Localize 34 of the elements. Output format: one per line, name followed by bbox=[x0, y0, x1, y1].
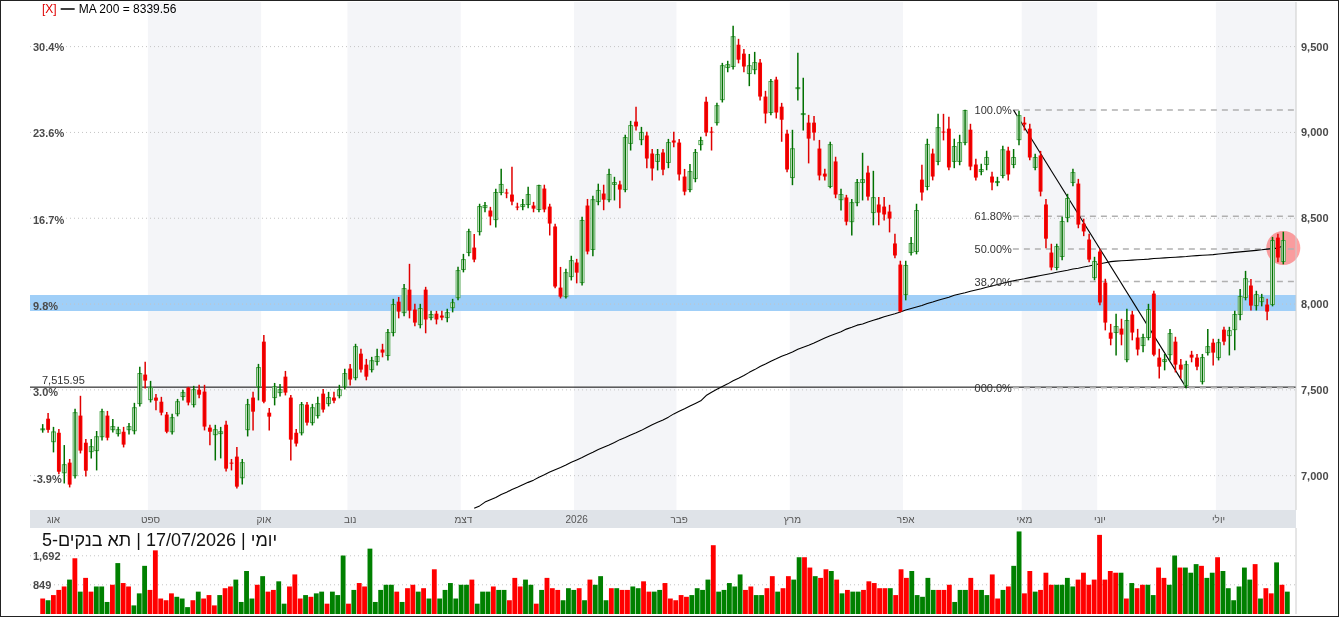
x-tick-label: דצמ bbox=[454, 514, 473, 525]
y2-tick-label: 9.8% bbox=[33, 300, 59, 313]
y-tick-label: 9,500 bbox=[1301, 40, 1329, 53]
annotation: 38.20% bbox=[974, 275, 1013, 288]
annotation: [X] bbox=[42, 2, 57, 16]
x-tick-label: יולי bbox=[1212, 514, 1226, 525]
y2-tick-label: -3.9% bbox=[33, 472, 62, 485]
y2-tick-label: 16.7% bbox=[33, 213, 65, 226]
annotation: 50.00% bbox=[974, 242, 1013, 255]
y-tick-label: 1,692 bbox=[33, 549, 61, 562]
y-tick-label: 7,000 bbox=[1301, 469, 1329, 482]
x-tick-label: מרץ bbox=[783, 514, 802, 525]
x-tick-label: אפר bbox=[896, 514, 916, 525]
y-tick-label: 8,000 bbox=[1301, 298, 1329, 311]
y2-tick-label: 23.6% bbox=[33, 126, 65, 139]
x-tick-label: אוק bbox=[256, 514, 272, 525]
y2-tick-label: 3.0% bbox=[33, 385, 59, 398]
annotation: 61.80% bbox=[974, 210, 1013, 223]
x-tick-label: מאי bbox=[1016, 514, 1033, 525]
x-tick-label: פבר bbox=[670, 514, 688, 525]
x-tick-label: ספט bbox=[141, 514, 161, 525]
y2-tick-label: 30.4% bbox=[33, 41, 65, 54]
y-tick-label: 9,000 bbox=[1301, 126, 1329, 139]
y-tick-label: 8,500 bbox=[1301, 212, 1329, 225]
annotation: 100.0% bbox=[974, 104, 1013, 117]
text: יומי | 17/07/2026 | תא בנקים-5 bbox=[42, 530, 278, 550]
x-tick-label: נוב bbox=[343, 514, 357, 525]
x-tick-label: אוג bbox=[46, 514, 61, 525]
legend-label: MA 200 = 8339.56 bbox=[78, 2, 177, 16]
y-tick-label: 849 bbox=[33, 578, 52, 591]
x-tick-label: יוני bbox=[1094, 514, 1106, 525]
x-tick-label: 2026 bbox=[565, 514, 589, 525]
y-tick-label: 7,500 bbox=[1301, 383, 1329, 396]
ref-line-label: 7,515.95 bbox=[42, 374, 85, 387]
